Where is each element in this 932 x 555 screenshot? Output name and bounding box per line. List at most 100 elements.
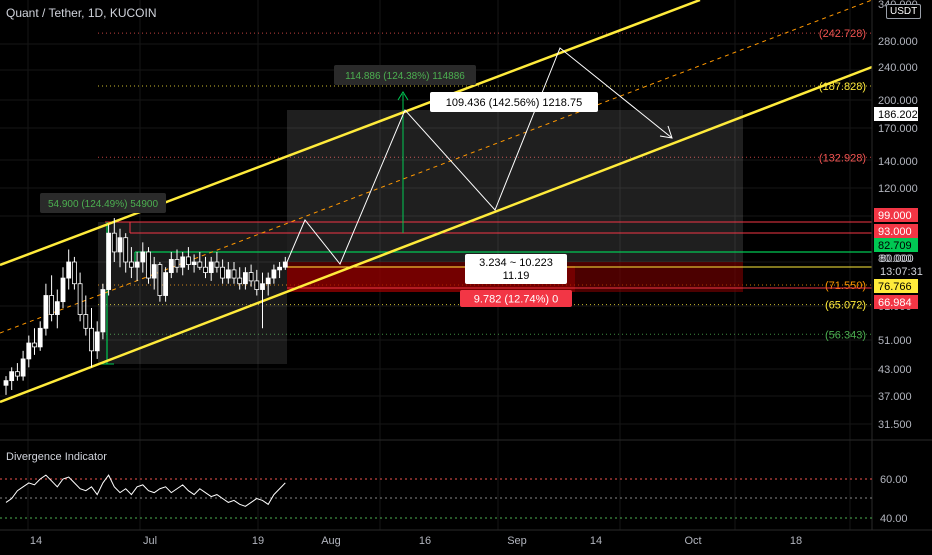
time-tick: Jul: [143, 535, 157, 547]
price-badge: 186.202: [878, 109, 918, 121]
candle-body: [180, 256, 186, 268]
candle-body: [72, 261, 77, 285]
candle-body: [168, 259, 174, 273]
ratio-label-line1: 3.234 ~ 10.223: [479, 257, 553, 269]
candles: [3, 218, 288, 395]
price-tick: 240.000: [878, 62, 918, 74]
price-badge: 82.709: [878, 240, 912, 252]
candle-body: [60, 277, 66, 303]
left-range-box: [98, 222, 287, 364]
profit-zone: [287, 110, 743, 262]
candle-body: [123, 237, 129, 263]
candle-body: [106, 232, 111, 290]
candle-body: [43, 295, 49, 329]
green-arrow-head: [397, 91, 409, 101]
trade-zones: [98, 91, 872, 365]
candle-body: [271, 269, 277, 279]
fib-label: (56.343): [825, 329, 866, 341]
last-price: 80.000: [880, 253, 914, 265]
candle-body: [174, 259, 180, 268]
candle-body: [254, 280, 260, 290]
countdown: 13:07:31: [880, 266, 923, 278]
indicator-name: Divergence Indicator: [6, 451, 107, 463]
price-badge-bg: [874, 107, 918, 121]
candle-body: [3, 380, 9, 386]
price-tick: 80.000: [878, 253, 912, 265]
price-badge: 66.984: [878, 297, 912, 309]
price-tick: 170.000: [878, 123, 918, 135]
fib-label: (242.728): [819, 28, 866, 40]
candle-body: [260, 283, 265, 290]
projection-arrow: [659, 125, 673, 139]
white-measure-label: 109.436 (142.56%) 1218.75: [446, 97, 582, 109]
price-channel[interactable]: [0, 0, 873, 404]
time-tick: Oct: [684, 535, 701, 547]
fib-label: (65.072): [825, 300, 866, 312]
time-tick: 14: [30, 535, 42, 547]
price-axis[interactable]: 340.000280.000240.000200.000170.000140.0…: [871, 0, 923, 530]
price-badge-bg: [874, 238, 918, 252]
candle-body: [117, 237, 123, 253]
white-measure-label-bg: [430, 92, 598, 112]
time-tick: 14: [590, 535, 602, 547]
candle-body: [214, 261, 220, 268]
chart-title: Quant / Tether, 1D, KUCOIN: [6, 6, 157, 20]
price-badge-bg: [874, 224, 918, 238]
green-measure-label-bg: [334, 65, 476, 85]
candle-body: [100, 289, 106, 333]
price-tick: 43.000: [878, 364, 912, 376]
price-tick: 31.500: [878, 419, 912, 431]
ratio-label-bg: [465, 254, 567, 284]
candle-body: [66, 261, 72, 279]
candle-body: [26, 342, 32, 360]
candle-body: [77, 283, 83, 315]
grid-lines: [0, 0, 872, 530]
candle-body: [265, 277, 271, 285]
price-tick: 51.000: [878, 335, 912, 347]
price-badge-bg: [874, 208, 918, 222]
candle-body: [185, 256, 191, 265]
candle-body: [191, 261, 197, 265]
candle-body: [248, 272, 254, 282]
candle-body: [157, 264, 163, 296]
candle-body: [128, 261, 134, 268]
time-tick: Aug: [321, 535, 341, 547]
projection-line: [286, 47, 673, 265]
candle-body: [242, 272, 248, 285]
candle-body: [94, 331, 100, 352]
loss-label: 9.782 (12.74%) 0: [474, 294, 558, 306]
divergence-indicator-pane: Divergence Indicator 60.00 40.00: [0, 439, 932, 525]
candle-body: [140, 251, 146, 263]
candle-body: [231, 269, 237, 279]
price-badge: 99.000: [878, 210, 912, 222]
channel-lower: [0, 65, 873, 404]
candle-body: [37, 327, 43, 348]
time-tick: 16: [419, 535, 431, 547]
green-measure-label: 114.886 (124.38%) 114886: [345, 71, 465, 82]
candle-body: [277, 266, 283, 271]
candle-body: [134, 261, 140, 268]
indicator-tick-60: 60.00: [880, 474, 908, 486]
price-tick: 140.000: [878, 156, 918, 168]
price-badge-bg: [874, 295, 918, 309]
price-badge: 93.000: [878, 226, 912, 238]
channel-midline: [0, 0, 873, 334]
currency-button[interactable]: USDT: [886, 4, 922, 19]
candle-body: [225, 269, 231, 279]
candle-body: [14, 371, 20, 377]
candle-body: [282, 261, 288, 268]
ratio-label-line2: 11.19: [503, 270, 530, 282]
time-tick: 18: [790, 535, 802, 547]
candle-body: [32, 342, 37, 348]
price-tick: 200.000: [878, 95, 918, 107]
price-tick: 280.000: [878, 36, 918, 48]
time-axis[interactable]: 14 Jul 19 Aug 16 Sep 14 Oct 18: [0, 529, 932, 547]
annotation-labels: 114.886 (124.38%) 114886 109.436 (142.56%…: [40, 65, 598, 307]
projection-path[interactable]: [286, 47, 673, 265]
candle-body: [208, 261, 214, 273]
price-badge-bg: [874, 279, 918, 293]
candle-body: [163, 272, 169, 296]
candle-body: [54, 301, 60, 315]
